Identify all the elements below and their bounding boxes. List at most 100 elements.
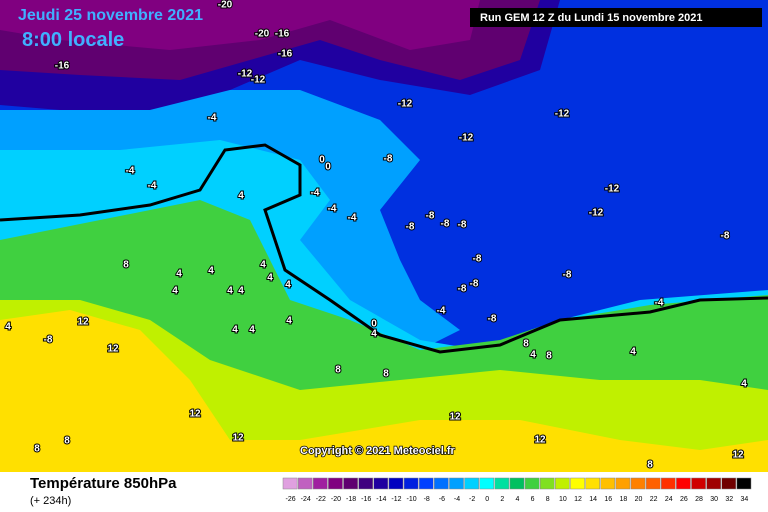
cold-core: [0, 0, 480, 50]
contour-label: -12: [459, 133, 474, 144]
contour-label: -8: [441, 219, 450, 230]
colorbar-label: 20: [635, 496, 643, 503]
colorbar-label: -12: [391, 496, 401, 503]
colorbar-label: -22: [316, 496, 326, 503]
date: Jeudi 25 novembre 2021: [18, 7, 203, 24]
contour-label: 4: [5, 322, 11, 333]
colorbar-label: 18: [620, 496, 628, 503]
contour-label: 4: [630, 347, 636, 358]
colorbar: -26 -24 -22 -20 -18 -16 -14 -12 -10 -8 -6 -4 -2 0 2 4 6 8…: [282, 477, 752, 503]
contour-label: 4: [267, 273, 273, 284]
contour-label: -12: [398, 99, 413, 110]
contour-label: 8: [64, 436, 70, 447]
colorbar-label: -10: [407, 496, 417, 503]
colorbar-swatch: [343, 477, 358, 490]
hot-region: [0, 310, 768, 472]
colorbar-label: -18: [346, 496, 356, 503]
contour-label: 0: [371, 319, 377, 330]
colorbar-swatch: [479, 477, 495, 490]
contour-label: -4: [148, 181, 157, 192]
colorbar-label: -24: [301, 496, 311, 503]
colorbar-swatch: [328, 477, 343, 490]
contour-label: 12: [189, 409, 201, 420]
colorbar-label: 16: [604, 496, 612, 503]
colorbar-swatch: [615, 477, 631, 490]
colorbar-swatch: [600, 477, 616, 490]
contour-label: 8: [546, 351, 552, 362]
colorbar-label: -20: [331, 496, 341, 503]
contour-label: 8: [383, 369, 389, 380]
colorbar-label: 12: [574, 496, 582, 503]
contour-label: -16: [278, 49, 293, 60]
colorbar-label: -8: [424, 496, 430, 503]
contour-label: 4: [249, 325, 255, 336]
contour-labels: -20-20 -16-16-16-12-12-12-12-12-4-4-400-8…: [4, 0, 748, 472]
colorbar-label: -14: [376, 496, 386, 503]
contour-label: 4: [371, 329, 377, 340]
contour-label: -4: [328, 204, 337, 215]
zero-isotherm: [0, 143, 768, 354]
contour-label: -8: [488, 314, 497, 325]
colorbar-swatch: [539, 477, 555, 490]
contour-label: 4: [232, 325, 238, 336]
colorbar-label: 24: [665, 496, 673, 503]
colorbar-swatch: [509, 477, 525, 490]
colorbar-label: 28: [695, 496, 703, 503]
footer-title: Température 850hPa: [30, 475, 177, 492]
contour-label: -8: [563, 270, 572, 281]
contour-label: -4: [311, 188, 320, 199]
contour-label: -12: [251, 75, 266, 86]
footer-lead: (+ 234h): [30, 495, 71, 507]
contour-label: -20: [218, 0, 233, 11]
contour-label: 8: [523, 339, 529, 350]
colorbar-label: 0: [485, 496, 489, 503]
colorbar-label: -26: [286, 496, 296, 503]
colorbar-swatch: [313, 477, 328, 490]
contour-label: 4: [227, 286, 233, 297]
contour-label: 4: [208, 266, 214, 277]
colorbar-swatch: [282, 477, 298, 490]
colorbar-label: -2: [469, 496, 475, 503]
run-info: Run GEM 12 Z du Lundi 15 novembre 2021: [480, 12, 703, 24]
contour-label: -8: [44, 335, 53, 346]
colorbar-swatch: [358, 477, 374, 490]
contour-label: -8: [721, 231, 730, 242]
contour-label: 12: [534, 435, 546, 446]
contour-label: 8: [123, 260, 129, 271]
colorbar-swatch: [570, 477, 585, 490]
colorbar-label: 8: [546, 496, 550, 503]
contour-label: -16: [275, 29, 290, 40]
colorbar-label: 22: [650, 496, 658, 503]
contour-label: -8: [458, 220, 467, 231]
contour-label: 8: [647, 460, 653, 471]
colorbar-swatch: [464, 477, 479, 490]
contour-label: -8: [406, 222, 415, 233]
colorbar-label: 6: [531, 496, 535, 503]
contour-label: -8: [384, 154, 393, 165]
contour-label: 4: [285, 280, 291, 291]
colorbar-swatch: [706, 477, 721, 490]
colorbar-label: 14: [589, 496, 597, 503]
colorbar-swatch: [691, 477, 706, 490]
contour-label: 4: [176, 269, 182, 280]
colorbar-swatch: [434, 477, 449, 490]
colorbar-swatch: [373, 477, 389, 490]
contour-label: -12: [589, 208, 604, 219]
colorbar-label: 32: [725, 496, 733, 503]
colorbar-label: 34: [741, 496, 749, 503]
contour-label: 0: [319, 155, 325, 166]
run-box: [470, 8, 762, 27]
colorbar-label: 2: [500, 496, 504, 503]
contour-label: 0: [325, 162, 331, 173]
contour-label: -4: [208, 113, 217, 124]
colorbar-swatch: [297, 477, 313, 490]
time: 8:00 locale: [22, 29, 124, 51]
contour-label: 4: [238, 191, 244, 202]
contour-label: -12: [238, 69, 253, 80]
contour-label: 4: [238, 286, 244, 297]
copyright: Copyright © 2021 Meteociel.fr: [300, 445, 456, 457]
colorbar-swatch: [630, 477, 646, 490]
contour-label: 12: [449, 412, 461, 423]
colorbar-swatch: [585, 477, 600, 490]
contour-label: 12: [232, 433, 244, 444]
